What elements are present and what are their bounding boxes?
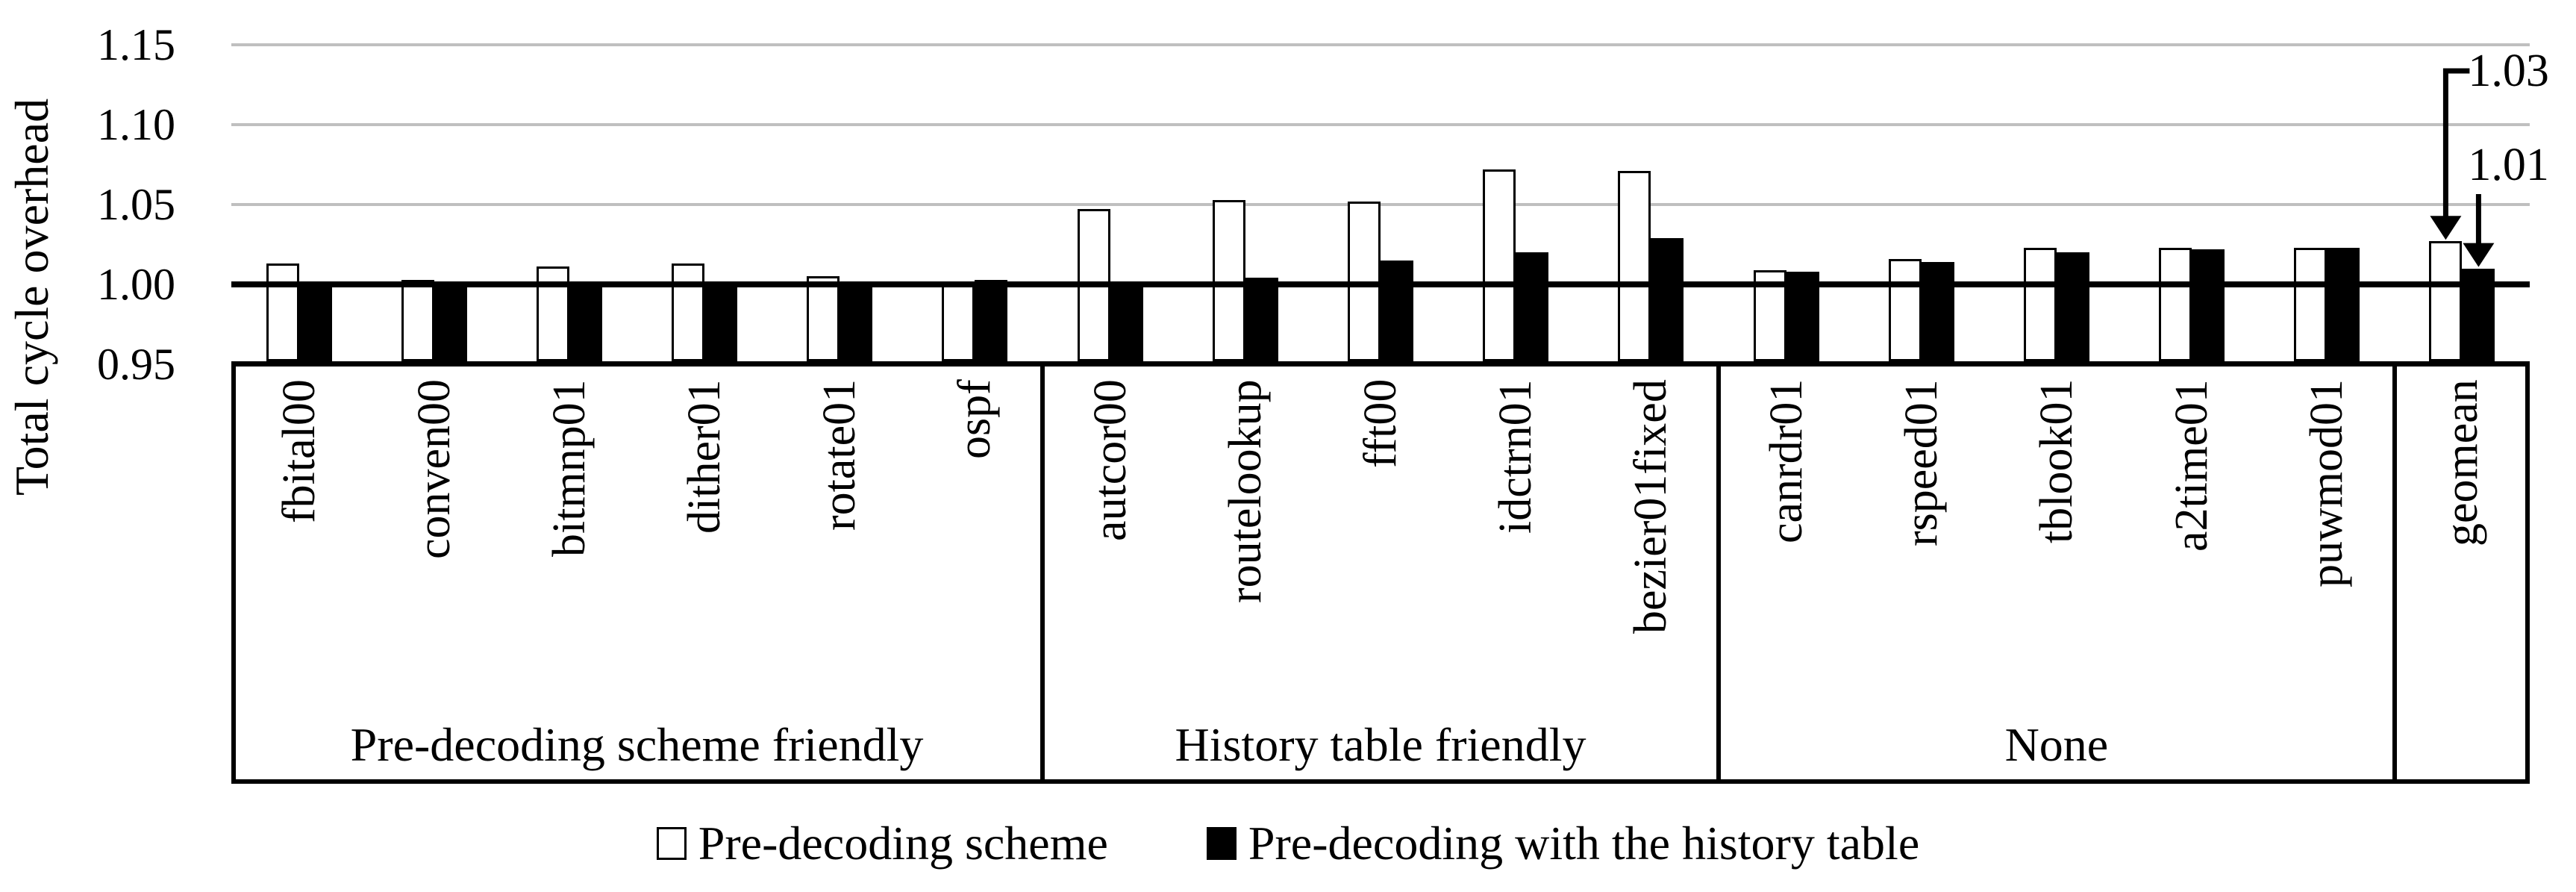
bar-scheme-routelookup	[1212, 199, 1245, 361]
bar-history-bezier01fixed	[1651, 237, 1684, 361]
group-label-0: Pre-decoding scheme friendly	[350, 718, 924, 771]
group-label-2: None	[2004, 718, 2109, 771]
bar-history-routelookup	[1245, 278, 1278, 361]
bar-scheme-geomean	[2429, 241, 2463, 361]
bar-scheme-fft00	[1348, 201, 1381, 361]
y-tick-1.15: 1.15	[97, 20, 175, 69]
group-divider-2	[2392, 367, 2397, 779]
legend-swatch-black	[1206, 827, 1237, 860]
reference-line-1.00	[231, 281, 2530, 287]
bar-scheme-puwmod01	[2294, 247, 2328, 361]
bar-history-conven00	[434, 284, 467, 361]
group-divider-0	[1040, 367, 1045, 779]
bar-scheme-rotate01	[807, 276, 840, 361]
category-label-dither01: dither01	[679, 379, 731, 534]
legend: Pre-decoding scheme Pre-decoding with th…	[0, 812, 2576, 875]
bar-history-puwmod01	[2327, 247, 2360, 361]
gridline-1.05	[231, 203, 2530, 206]
bar-history-fft00	[1381, 260, 1413, 361]
y-tick-1.10: 1.10	[97, 100, 175, 149]
category-label-routelookup: routelookup	[1219, 379, 1271, 603]
legend-item-pre-decoding-scheme: Pre-decoding scheme	[656, 816, 1108, 871]
legend-item-history-table: Pre-decoding with the history table	[1206, 816, 1920, 871]
legend-label-pre-decoding-scheme: Pre-decoding scheme	[698, 817, 1108, 870]
group-label-1: History table friendly	[1175, 718, 1586, 771]
bar-history-rotate01	[840, 281, 873, 361]
category-label-rotate01: rotate01	[814, 379, 866, 531]
annotation-text-1.03: 1.03	[2468, 46, 2549, 96]
bar-scheme-bezier01fixed	[1618, 171, 1651, 361]
bar-scheme-conven00	[401, 279, 434, 361]
group-divider-1	[1716, 367, 1721, 779]
bar-scheme-idctrn01	[1483, 169, 1516, 361]
bar-history-ospf	[975, 279, 1008, 361]
bar-history-fbital00	[298, 284, 332, 361]
bar-scheme-tblook01	[2023, 247, 2057, 361]
category-label-canrdr01: canrdr01	[1760, 379, 1812, 544]
gridline-1.1	[231, 123, 2530, 126]
category-label-autcor00: autcor00	[1084, 379, 1136, 541]
bar-history-idctrn01	[1516, 252, 1549, 361]
bar-history-tblook01	[2056, 252, 2089, 361]
category-label-geomean: geomean	[2436, 379, 2488, 546]
category-label-a2time01: a2time01	[2166, 379, 2218, 552]
bar-history-autcor00	[1110, 284, 1143, 361]
category-label-tblook01: tblook01	[2031, 379, 2082, 544]
y-tick-1.05: 1.05	[97, 180, 175, 229]
bar-scheme-ospf	[942, 281, 975, 361]
bar-scheme-a2time01	[2159, 247, 2192, 361]
bar-history-a2time01	[2192, 249, 2225, 361]
category-label-rspeed01: rspeed01	[1895, 379, 1947, 546]
bar-history-rspeed01	[1921, 262, 1954, 361]
category-label-ospf: ospf	[949, 379, 1001, 459]
bar-scheme-dither01	[672, 263, 705, 361]
category-label-bezier01fixed: bezier01fixed	[1625, 379, 1677, 634]
legend-swatch-white	[656, 827, 687, 860]
category-label-fft00: fft00	[1355, 379, 1406, 469]
category-label-idctrn01: idctrn01	[1490, 379, 1542, 534]
category-axis-box	[231, 361, 2530, 784]
category-label-bitmnp01: bitmnp01	[543, 379, 595, 557]
bar-scheme-fbital00	[266, 263, 299, 361]
legend-label-history-table: Pre-decoding with the history table	[1248, 817, 1920, 870]
bar-history-bitmnp01	[569, 284, 602, 361]
category-label-conven00: conven00	[408, 379, 460, 560]
plot-area: fbital00 conven00 bitmnp01 dither01 rotate01…	[231, 0, 2530, 892]
bar-scheme-rspeed01	[1888, 258, 1922, 361]
bar-history-dither01	[704, 284, 738, 361]
y-tick-0.95: 0.95	[97, 340, 175, 389]
category-label-puwmod01: puwmod01	[2301, 379, 2353, 587]
gridline-1.15	[231, 43, 2530, 46]
annotation-text-1.01: 1.01	[2468, 140, 2549, 190]
category-label-fbital00: fbital00	[273, 379, 325, 523]
y-tick-1.00: 1.00	[97, 260, 175, 309]
